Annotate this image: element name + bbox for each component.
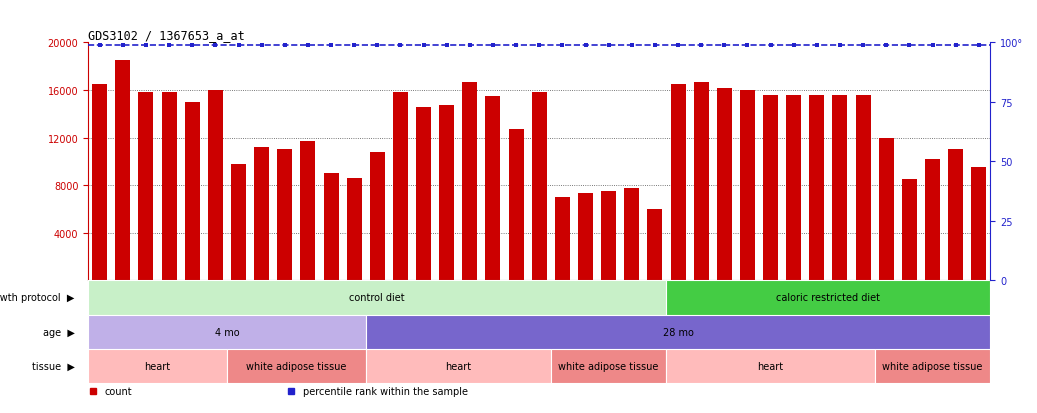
- Bar: [393, 93, 408, 280]
- Text: white adipose tissue: white adipose tissue: [559, 361, 658, 371]
- Bar: [624, 188, 639, 280]
- Bar: [878, 138, 894, 280]
- Text: white adipose tissue: white adipose tissue: [246, 361, 346, 371]
- Bar: [874, 349, 990, 383]
- Bar: [301, 142, 315, 280]
- Bar: [88, 315, 366, 349]
- Bar: [231, 164, 246, 280]
- Bar: [185, 103, 200, 280]
- Bar: [88, 349, 227, 383]
- Bar: [551, 349, 667, 383]
- Bar: [667, 280, 990, 315]
- Bar: [740, 91, 755, 280]
- Bar: [667, 349, 874, 383]
- Text: tissue  ▶: tissue ▶: [32, 361, 75, 371]
- Text: control diet: control diet: [349, 293, 405, 303]
- Bar: [809, 95, 824, 280]
- Bar: [647, 209, 663, 280]
- Text: 28 mo: 28 mo: [663, 327, 694, 337]
- Bar: [162, 93, 176, 280]
- Bar: [324, 174, 338, 280]
- Bar: [370, 152, 385, 280]
- Bar: [139, 93, 153, 280]
- Text: GDS3102 / 1367653_a_at: GDS3102 / 1367653_a_at: [88, 29, 245, 42]
- Bar: [925, 159, 940, 280]
- Bar: [463, 83, 477, 280]
- Bar: [366, 315, 990, 349]
- Text: heart: heart: [445, 361, 472, 371]
- Bar: [346, 178, 362, 280]
- Text: count: count: [105, 387, 132, 396]
- Bar: [555, 197, 570, 280]
- Bar: [671, 85, 685, 280]
- Bar: [601, 192, 616, 280]
- Bar: [856, 95, 871, 280]
- Bar: [763, 95, 778, 280]
- Bar: [277, 150, 292, 280]
- Bar: [92, 85, 107, 280]
- Bar: [115, 61, 131, 280]
- Text: white adipose tissue: white adipose tissue: [882, 361, 983, 371]
- Bar: [440, 106, 454, 280]
- Text: percentile rank within the sample: percentile rank within the sample: [303, 387, 468, 396]
- Bar: [366, 349, 551, 383]
- Bar: [254, 148, 270, 280]
- Bar: [207, 91, 223, 280]
- Bar: [88, 280, 667, 315]
- Bar: [578, 194, 593, 280]
- Bar: [416, 107, 431, 280]
- Text: heart: heart: [757, 361, 784, 371]
- Bar: [717, 88, 732, 280]
- Bar: [833, 95, 847, 280]
- Text: 4 mo: 4 mo: [215, 327, 240, 337]
- Text: heart: heart: [144, 361, 171, 371]
- Text: age  ▶: age ▶: [43, 327, 75, 337]
- Text: growth protocol  ▶: growth protocol ▶: [0, 293, 75, 303]
- Bar: [485, 97, 501, 280]
- Bar: [227, 349, 366, 383]
- Bar: [948, 150, 963, 280]
- Bar: [508, 130, 524, 280]
- Bar: [972, 168, 986, 280]
- Bar: [786, 95, 802, 280]
- Bar: [694, 83, 708, 280]
- Text: caloric restricted diet: caloric restricted diet: [777, 293, 880, 303]
- Bar: [902, 180, 917, 280]
- Bar: [532, 93, 546, 280]
